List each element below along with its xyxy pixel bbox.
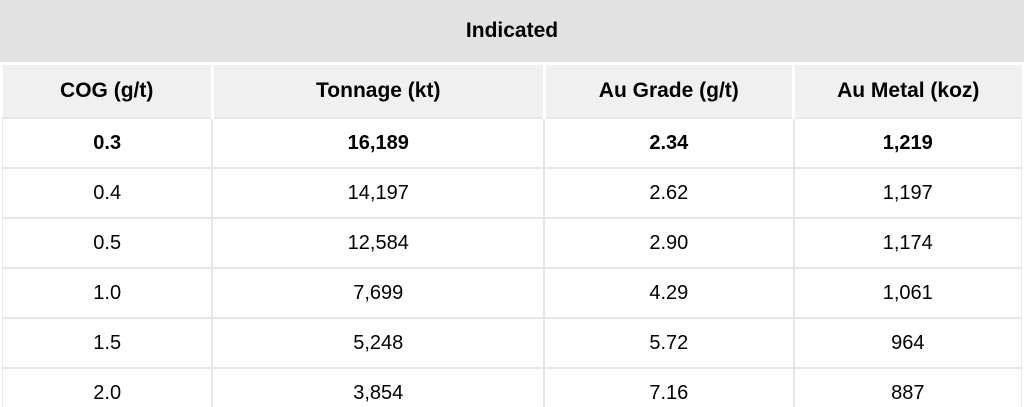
cell-au-grade: 2.34 [543,117,795,169]
cell-cog: 0.3 [2,117,213,169]
cell-cog: 1.0 [2,267,213,319]
cell-au-metal: 1,061 [792,267,1022,319]
cell-tonnage: 5,248 [211,317,545,369]
cell-au-metal: 1,197 [792,167,1022,219]
cell-au-grade: 2.62 [543,167,795,219]
cell-au-metal: 964 [792,317,1022,369]
cell-au-grade: 4.29 [543,267,795,319]
cell-au-grade: 2.90 [543,217,795,269]
cell-au-grade: 5.72 [543,317,795,369]
table-row: 0.4 14,197 2.62 1,197 [2,167,1022,219]
cell-au-grade: 7.16 [543,367,795,407]
table-row: 1.5 5,248 5.72 964 [2,317,1022,369]
column-header-cog: COG (g/t) [2,65,213,119]
table-body: 0.3 16,189 2.34 1,219 0.4 14,197 2.62 1,197 0.5 1… [2,117,1022,407]
cell-cog: 2.0 [2,367,213,407]
cell-cog: 0.4 [2,167,213,219]
cell-au-metal: 887 [792,367,1022,407]
cell-au-metal: 1,219 [792,117,1022,169]
header-row: COG (g/t) Tonnage (kt) Au Grade (g/t) Au Me… [2,65,1022,119]
table-row: 1.0 7,699 4.29 1,061 [2,267,1022,319]
cutoff-grade-table: COG (g/t) Tonnage (kt) Au Grade (g/t) Au Me… [2,65,1022,407]
column-header-au-metal: Au Metal (koz) [792,65,1022,119]
cell-au-metal: 1,174 [792,217,1022,269]
table-row: 2.0 3,854 7.16 887 [2,367,1022,407]
cell-tonnage: 7,699 [211,267,545,319]
cell-tonnage: 3,854 [211,367,545,407]
column-header-au-grade: Au Grade (g/t) [542,65,794,119]
cell-tonnage: 14,197 [211,167,545,219]
table-row: 0.5 12,584 2.90 1,174 [2,217,1022,269]
cell-tonnage: 16,189 [211,117,545,169]
table-row: 0.3 16,189 2.34 1,219 [2,117,1022,169]
cell-cog: 0.5 [2,217,213,269]
table-title: Indicated [0,0,1024,65]
column-header-tonnage: Tonnage (kt) [210,65,545,119]
cell-tonnage: 12,584 [211,217,545,269]
cell-cog: 1.5 [2,317,213,369]
